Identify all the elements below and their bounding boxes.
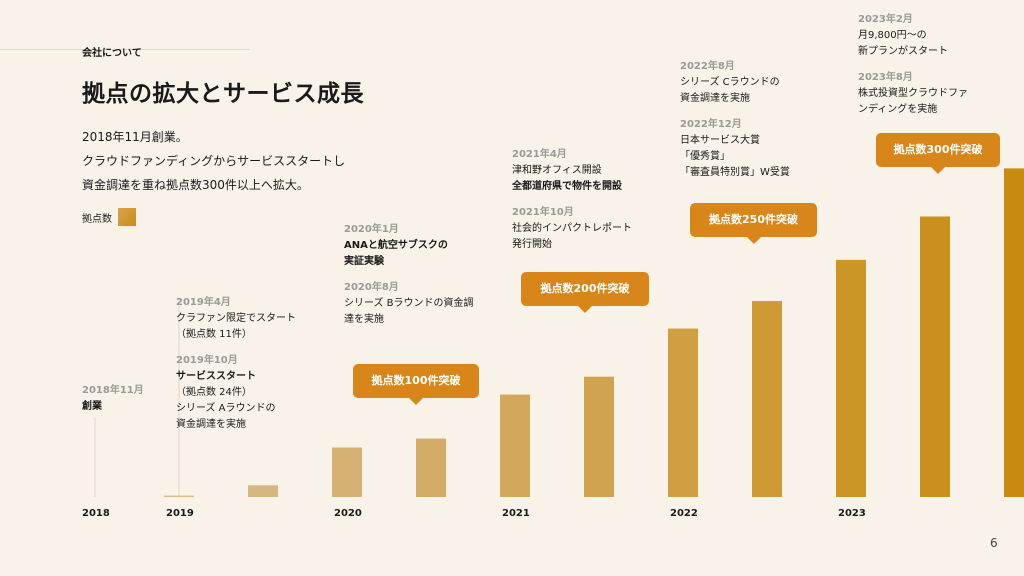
chart-bar	[332, 447, 362, 497]
legend-swatch	[118, 208, 136, 226]
annotation-text: クラファン限定でスタート	[176, 313, 296, 324]
annotation-text: 「優秀賞」	[680, 151, 730, 162]
x-tick-label: 2021	[502, 508, 530, 519]
annotation-date: 2022年8月	[680, 61, 735, 72]
chart-bar	[584, 376, 614, 497]
annotation-text: 発行開始	[512, 239, 552, 250]
annotation-date: 2020年8月	[344, 282, 399, 293]
annotation-date: 2018年11月	[82, 385, 144, 396]
annotation-2018: 2018年11月 創業	[82, 383, 144, 415]
annotation-2019: 2019年4月 クラファン限定でスタート （拠点数 11件） 2019年10月 …	[176, 295, 296, 433]
annotation-text: シリーズ Aラウンドの	[176, 403, 276, 414]
annotation-text: 日本サービス大賞	[680, 135, 760, 146]
chart-legend: 拠点数	[82, 208, 136, 226]
annotation-date: 2021年10月	[512, 207, 574, 218]
callout-100: 拠点数100件突破	[353, 364, 479, 405]
chart-bar	[1004, 168, 1024, 497]
annotation-date: 2019年4月	[176, 297, 231, 308]
annotation-2021: 2021年4月 津和野オフィス開設 全都道府県で物件を開設 2021年10月 社…	[512, 147, 632, 253]
x-tick-label: 2020	[334, 508, 362, 519]
annotation-date: 2022年12月	[680, 119, 742, 130]
page-number: 6	[990, 536, 998, 550]
chart-bar	[500, 394, 530, 497]
x-tick-label: 2022	[670, 508, 698, 519]
annotation-text: サービススタート	[176, 371, 256, 382]
intro-text: 2018年11月創業。 クラウドファンディングからサービススタートし 資金調達を…	[82, 125, 382, 197]
annotation-text: 社会的インパクトレポート	[512, 223, 632, 234]
annotation-text: 「審査員特別賞」W受賞	[680, 167, 790, 178]
x-tick-label: 2019	[166, 508, 194, 519]
annotation-text: 資金調達を実施	[176, 419, 246, 430]
chart-bar	[920, 216, 950, 497]
annotation-date: 2023年8月	[858, 72, 913, 83]
x-tick-label: 2018	[82, 508, 110, 519]
chart-bar	[164, 495, 194, 498]
annotation-text: 株式投資型クラウドファ	[858, 88, 968, 99]
annotation-2023: 2023年2月 月9,800円〜の 新プランがスタート 2023年8月 株式投資…	[858, 12, 968, 118]
annotation-2022: 2022年8月 シリーズ Cラウンドの 資金調達を実施 2022年12月 日本サ…	[680, 59, 790, 181]
chart-bar	[248, 485, 278, 497]
header-rule	[0, 49, 250, 50]
annotation-date: 2020年1月	[344, 224, 399, 235]
annotation-text: （拠点数 24件）	[176, 387, 252, 398]
annotation-text: シリーズ Bラウンドの資金調	[344, 298, 474, 309]
annotation-text: （拠点数 11件）	[176, 329, 252, 340]
chart-bar	[668, 328, 698, 497]
chart-bar	[416, 438, 446, 497]
annotation-text: 津和野オフィス開設	[512, 165, 602, 176]
annotation-text: 達を実施	[344, 314, 384, 325]
intro-line: 資金調達を重ね拠点数300件以上へ拡大。	[82, 178, 309, 192]
callout-300: 拠点数300件突破	[876, 133, 1000, 174]
page-title: 拠点の拡大とサービス成長	[82, 81, 364, 107]
annotation-date: 2019年10月	[176, 355, 238, 366]
legend-label: 拠点数	[82, 213, 112, 225]
annotation-text: 新プランがスタート	[858, 46, 948, 57]
annotation-text: ンディングを実施	[858, 104, 938, 115]
annotation-date: 2023年2月	[858, 14, 913, 25]
annotation-text: 全都道府県で物件を開設	[512, 181, 622, 192]
annotation-text: ANAと航空サブスクの	[344, 240, 448, 251]
section-label: 会社について	[82, 48, 142, 59]
annotation-text: 資金調達を実施	[680, 93, 750, 104]
chart-bar	[836, 259, 866, 497]
annotation-date: 2021年4月	[512, 149, 567, 160]
callout-200: 拠点数200件突破	[521, 272, 649, 313]
intro-line: 2018年11月創業。	[82, 130, 188, 144]
annotation-text: シリーズ Cラウンドの	[680, 77, 780, 88]
chart-bar	[752, 301, 782, 497]
annotation-text: 創業	[82, 401, 102, 412]
x-tick-label: 2023	[838, 508, 866, 519]
annotation-2020: 2020年1月 ANAと航空サブスクの 実証実験 2020年8月 シリーズ Bラ…	[344, 222, 474, 328]
callout-250: 拠点数250件突破	[690, 203, 817, 244]
annotation-text: 月9,800円〜の	[858, 30, 927, 41]
intro-line: クラウドファンディングからサービススタートし	[82, 154, 346, 168]
annotation-text: 実証実験	[344, 256, 384, 267]
